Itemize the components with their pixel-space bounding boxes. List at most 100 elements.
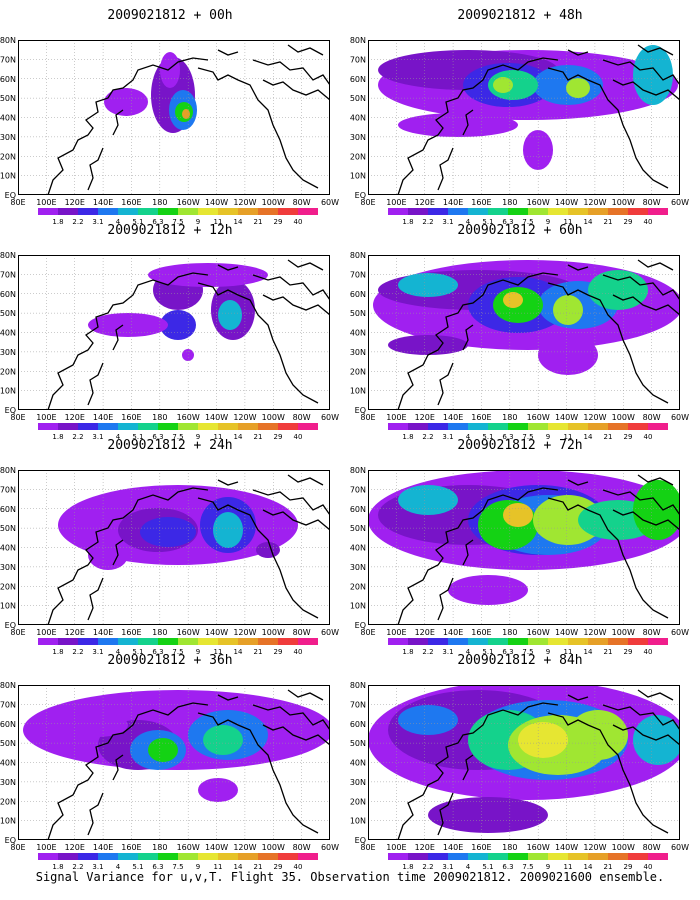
lon-tick-label: 120E [415,413,435,422]
lat-tick-label: 10N [350,602,366,611]
colorbar-swatch [278,638,298,645]
variance-blob [388,335,468,355]
colorbar-swatch [428,638,448,645]
colorbar-label: 5.1 [132,218,143,226]
lat-tick-label: EQ [355,191,366,200]
variance-blob [553,295,583,325]
lon-tick-label: 180 [152,843,167,852]
colorbar-swatch [388,423,408,430]
map-frame [368,255,680,410]
colorbar-swatch [118,853,138,860]
colorbar-label: 3.1 [92,863,103,871]
colorbar-swatch [178,208,198,215]
variance-blob [398,113,518,137]
lon-tick-label: 160W [527,628,550,637]
lon-tick-label: 160E [121,843,141,852]
colorbar-swatch [648,208,668,215]
colorbar-swatch [588,638,608,645]
lon-tick-label: 140E [443,413,463,422]
colorbar-label: 5.1 [132,648,143,656]
colorbar-swatch [548,423,568,430]
map-area [368,685,680,840]
coastline [262,79,330,101]
lon-tick-label: 60W [321,628,339,637]
colorbar-label: 11 [564,218,573,226]
colorbar-swatch [388,853,408,860]
lat-tick-label: 20N [0,797,16,806]
lat-tick-label: 60N [0,75,16,84]
colorbar-label: 21 [604,433,613,441]
lon-tick-label: 140W [205,413,228,422]
panel-title: 2009021812 + 84h [457,653,583,668]
lon-tick-label: 120W [233,843,256,852]
lon-tick-label: 120W [233,628,256,637]
colorbar-swatch [198,208,218,215]
colorbar-swatch [408,638,428,645]
colorbar-swatch [568,853,588,860]
forecast-panel: 2009021812 + 36h 80N 70N 60N 50N 40N 30N 20N 10N… [0,645,350,871]
colorbar-label: 9 [546,433,550,441]
coastline [252,274,330,301]
lon-tick-label: 80E [360,413,375,422]
lon-tick-label: 60W [321,413,339,422]
colorbar-label: 21 [254,433,263,441]
coastline [547,712,669,834]
colorbar-label: 2.2 [422,863,433,871]
lon-tick-label: 140E [443,198,463,207]
map-area [368,255,680,410]
colorbar-swatch [78,423,98,430]
lon-tick-label: 140W [555,843,578,852]
colorbar-swatch [628,423,648,430]
lat-tick-label: 80N [350,251,366,260]
colorbar-label: 29 [274,863,283,871]
colorbar-label: 9 [196,648,200,656]
colorbar-label: 14 [584,433,593,441]
variance-blob [218,300,242,330]
lat-tick-label: 10N [0,387,16,396]
lat-tick-label: 70N [0,700,16,709]
colorbar-swatch [98,853,118,860]
lon-tick-label: 80W [293,198,311,207]
variance-blob [428,797,548,833]
colorbar-label: 6.3 [152,218,163,226]
colorbar-swatch [58,423,78,430]
lon-tick-label: 60W [321,843,339,852]
lat-tick-label: 50N [0,94,16,103]
variance-blob [104,88,148,116]
colorbar-label: 7.5 [522,218,533,226]
colorbar-label: 3.1 [442,863,453,871]
lon-tick-label: 140E [93,198,113,207]
colorbar-swatch [448,208,468,215]
colorbar-swatch [508,208,528,215]
coastline [462,754,474,781]
lon-tick-label: 80W [643,628,661,637]
colorbar-swatch [488,208,508,215]
colorbar-label: 2.2 [72,648,83,656]
panel-title: 2009021812 + 24h [107,438,233,453]
colorbar-swatch [628,638,648,645]
lon-tick-label: 120W [583,198,606,207]
lat-tick-label: 20N [0,582,16,591]
colorbar-label: 5.1 [482,433,493,441]
colorbar-swatch [98,423,118,430]
lat-tick-label: 80N [350,36,366,45]
lat-tick-label: 70N [350,485,366,494]
variance-blob [568,710,628,760]
colorbar-label: 6.3 [502,218,513,226]
colorbar-swatch [278,208,298,215]
lat-tick-label: 80N [0,251,16,260]
colorbar-swatch [588,853,608,860]
colorbar-label: 1.8 [52,648,63,656]
lat-tick-label: 40N [350,759,366,768]
lon-tick-label: 80E [10,843,25,852]
lat-tick-label: 60N [350,290,366,299]
lat-tick-label: 30N [0,778,16,787]
coastline [47,272,209,410]
coastline [87,362,104,406]
colorbar-label: 7.5 [522,863,533,871]
colorbar-label: 14 [584,648,593,656]
lat-tick-label: 80N [350,466,366,475]
